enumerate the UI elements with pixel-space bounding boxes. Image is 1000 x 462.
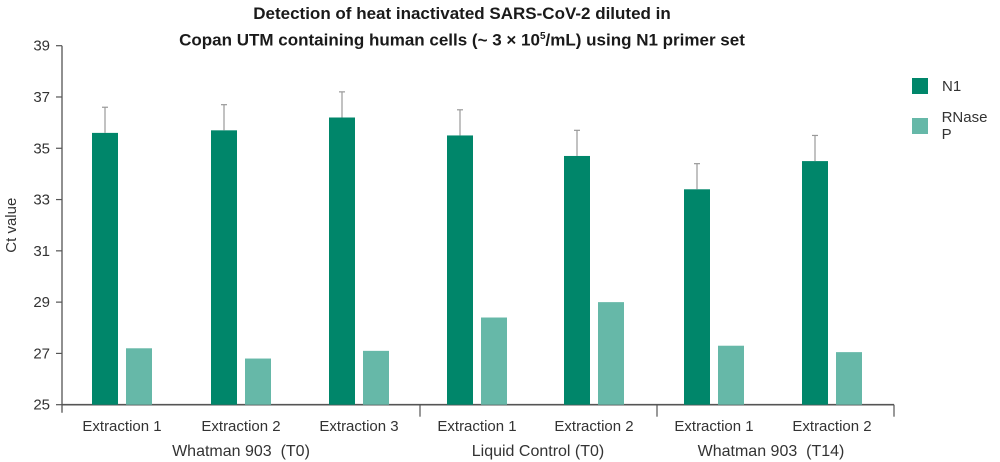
legend-label-n1: N1: [942, 77, 962, 95]
bar-rnase-p: [718, 345, 744, 405]
y-tick-label: 37: [33, 89, 50, 106]
bar-rnase-p: [245, 358, 271, 405]
x-category-label: Extraction 3: [319, 418, 398, 435]
bar-n1: [211, 130, 237, 405]
bar-rnase-p: [598, 302, 624, 405]
bar-n1: [564, 155, 590, 405]
legend-label-rnase-p: RNase P: [941, 109, 988, 143]
bar-rnase-p: [481, 317, 507, 405]
bar-n1: [92, 132, 118, 405]
y-tick-label: 35: [33, 140, 50, 157]
chart-title-line-1: Detection of heat inactivated SARS-CoV-2…: [253, 4, 671, 23]
x-category-label: Extraction 2: [201, 418, 280, 435]
y-tick-label: 31: [33, 243, 50, 260]
bar-n1: [329, 117, 355, 405]
legend: N1 RNase P: [912, 66, 1000, 146]
x-group-label: Whatman 903 (T0): [172, 443, 310, 460]
x-group-label: Liquid Control (T0): [472, 443, 605, 460]
bar-n1: [447, 135, 473, 405]
bar-rnase-p: [126, 348, 152, 405]
bar-n1: [684, 189, 710, 405]
legend-item-rnase-p: RNase P: [912, 106, 1000, 146]
legend-swatch-n1: [912, 78, 928, 94]
x-category-label: Extraction 2: [792, 418, 871, 435]
bar-rnase-p: [836, 352, 862, 405]
y-tick-label: 33: [33, 192, 50, 209]
x-category-label: Extraction 1: [437, 418, 516, 435]
y-tick-label: 39: [33, 38, 50, 55]
y-axis-label: Ct value: [3, 198, 20, 253]
y-tick-label: 29: [33, 294, 50, 311]
bar-n1: [802, 161, 828, 405]
x-category-label: Extraction 1: [82, 418, 161, 435]
y-tick-label: 27: [33, 345, 50, 362]
legend-item-n1: N1: [912, 66, 1000, 106]
y-tick-label: 25: [33, 397, 50, 414]
legend-swatch-rnase-p: [912, 118, 928, 134]
chart-title-line-2: Copan UTM containing human cells (~ 3 × …: [179, 30, 745, 50]
x-category-label: Extraction 2: [554, 418, 633, 435]
x-group-label: Whatman 903 (T14): [698, 443, 845, 460]
x-category-label: Extraction 1: [674, 418, 753, 435]
bar-rnase-p: [363, 350, 389, 405]
